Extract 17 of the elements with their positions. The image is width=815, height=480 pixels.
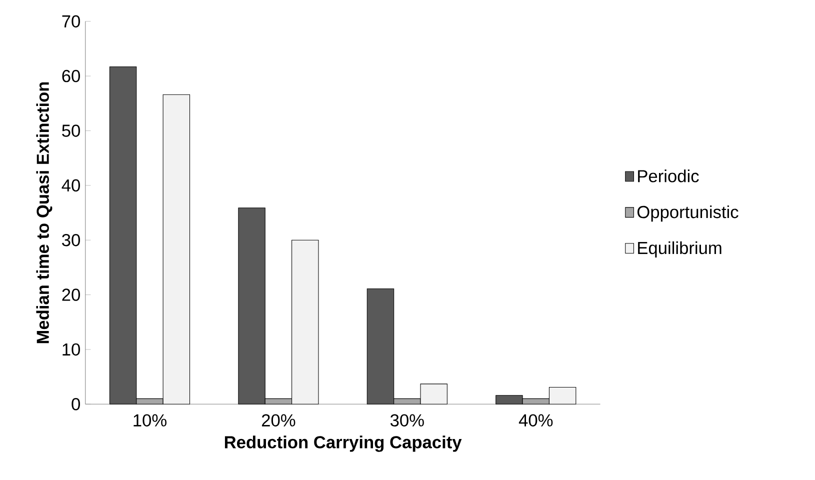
legend-label: Periodic	[638, 169, 699, 182]
y-tick-label: 0	[72, 398, 80, 410]
legend-label: Opportunistic	[637, 205, 738, 222]
x-axis-title: Reduction Carrying Capacity	[224, 436, 462, 452]
y-tick-label: 20	[62, 288, 80, 301]
x-tick-label: 40%	[518, 414, 553, 426]
y-tick-label: 70	[62, 15, 80, 28]
y-tick-label: 40	[62, 179, 80, 192]
x-tick-label: 20%	[262, 414, 296, 426]
y-axis-title: Median time to Quasi Extinction	[36, 82, 52, 344]
y-tick-label: 50	[62, 124, 80, 137]
x-tick-label: 30%	[390, 414, 424, 426]
y-tick-label: 30	[62, 234, 80, 246]
y-tick-label: 60	[62, 70, 80, 82]
y-tick-label: 10	[62, 343, 80, 356]
legend-label: Equilibrium	[638, 241, 722, 258]
x-tick-label: 10%	[134, 414, 166, 426]
